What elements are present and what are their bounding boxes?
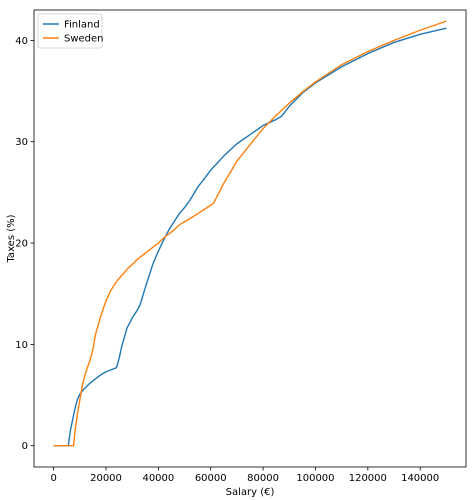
x-tick-label: 120000 — [349, 473, 387, 484]
series-lines — [53, 20, 447, 447]
x-tick-label: 100000 — [296, 473, 334, 484]
axis-ticks: 0 20000 40000 60000 80000 100000 120000 140000 0… — [15, 36, 439, 484]
legend-label-sweden: Sweden — [64, 34, 104, 45]
y-tick-label: 30 — [15, 137, 28, 148]
y-tick-label: 0 — [22, 441, 28, 452]
x-tick-label: 20000 — [90, 473, 122, 484]
x-tick-label: 0 — [50, 473, 56, 484]
x-tick-label: 60000 — [195, 473, 227, 484]
series-line-sweden — [53, 20, 447, 447]
legend: Finland Sweden — [37, 13, 104, 49]
plot-area — [33, 9, 467, 468]
y-tick-label: 40 — [15, 36, 28, 47]
y-axis-label: Taxes (%) — [6, 214, 17, 263]
legend-label-finland: Finland — [64, 20, 100, 31]
x-tick-label: 140000 — [401, 473, 439, 484]
series-line-finland — [53, 27, 447, 447]
x-tick-label: 80000 — [247, 473, 279, 484]
x-tick-label: 40000 — [142, 473, 174, 484]
y-tick-label: 20 — [15, 239, 28, 250]
legend-box — [37, 13, 103, 49]
x-axis-label: Salary (€) — [226, 487, 275, 498]
y-tick-label: 10 — [15, 340, 28, 351]
